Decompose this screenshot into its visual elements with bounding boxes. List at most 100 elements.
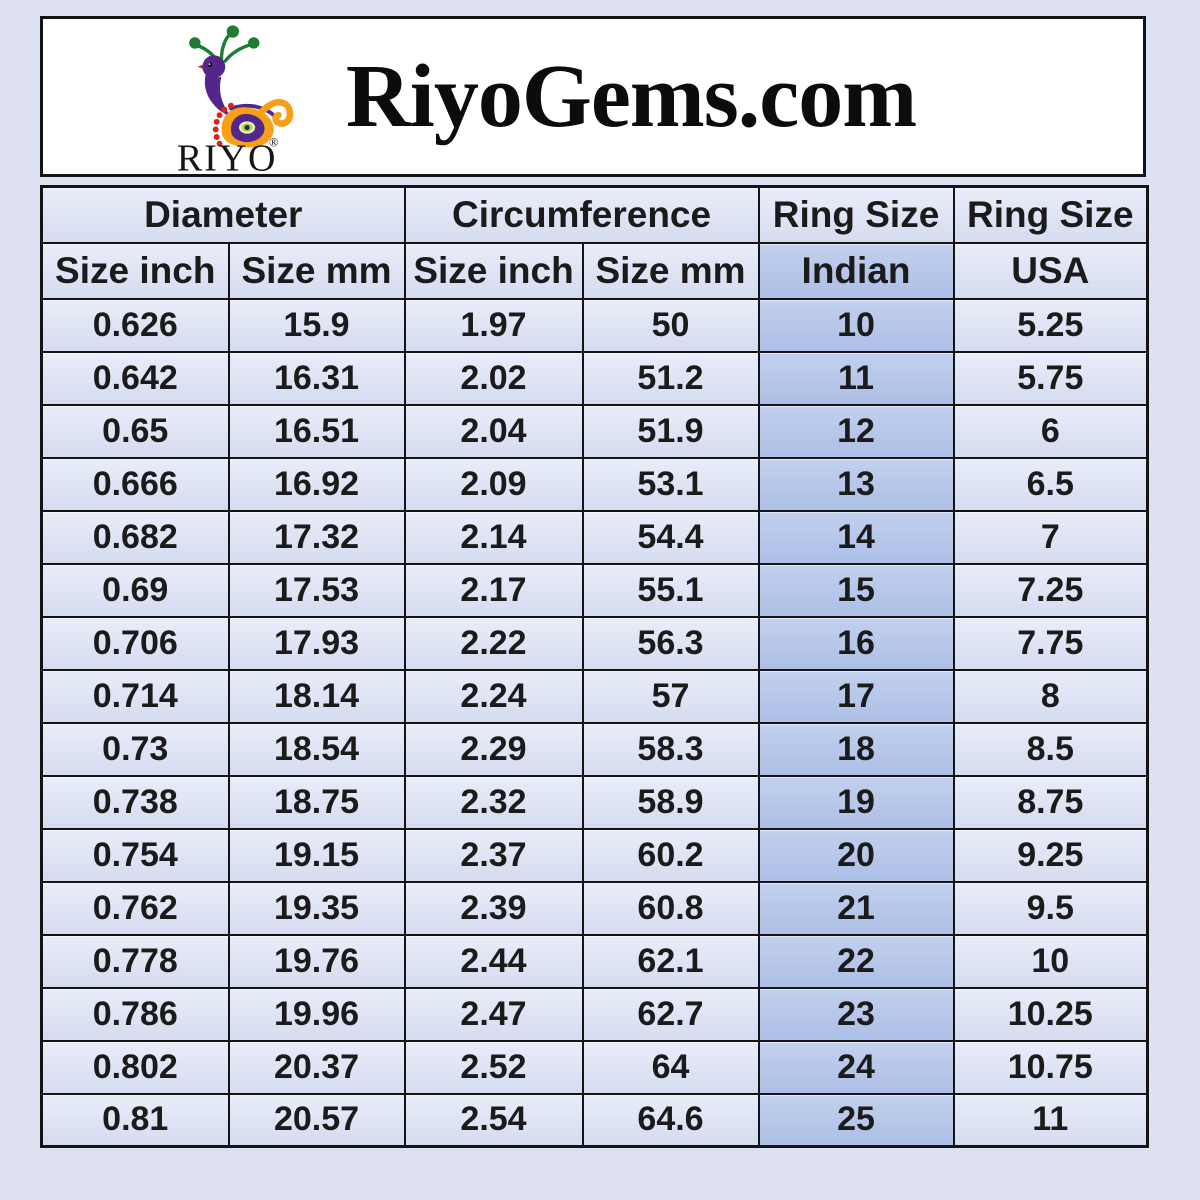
table-row: 0.682 17.32 2.14 54.4 14 7: [40, 509, 1149, 565]
table-cell: 0.682: [40, 509, 230, 565]
table-cell: 23: [757, 986, 955, 1042]
table-cell: 17: [757, 668, 955, 724]
table-cell: 2.22: [403, 615, 584, 671]
table-cell: 2.54: [403, 1092, 584, 1148]
table-cell: 54.4: [581, 509, 760, 565]
table-cell: 10: [952, 933, 1149, 989]
table-cell: 2.29: [403, 721, 584, 777]
table-cell: 25: [757, 1092, 955, 1148]
group-header-circumference: Circumference: [403, 185, 760, 244]
table-cell: 8: [952, 668, 1149, 724]
table-cell: 6.5: [952, 456, 1149, 512]
table-cell: 6: [952, 403, 1149, 459]
table-cell: 19.96: [227, 986, 406, 1042]
table-cell: 2.39: [403, 880, 584, 936]
table-cell: 21: [757, 880, 955, 936]
table-cell: 19.76: [227, 933, 406, 989]
table-cell: 57: [581, 668, 760, 724]
column-header-usa: USA: [952, 241, 1149, 300]
table-cell: 8.5: [952, 721, 1149, 777]
table-cell: 55.1: [581, 562, 760, 618]
table-cell: 7: [952, 509, 1149, 565]
table-cell: 18: [757, 721, 955, 777]
table-cell: 9.25: [952, 827, 1149, 883]
table-cell: 17.32: [227, 509, 406, 565]
table-cell: 15: [757, 562, 955, 618]
table-row: 0.754 19.15 2.37 60.2 20 9.25: [40, 827, 1149, 883]
table-cell: 2.32: [403, 774, 584, 830]
table-row: 0.642 16.31 2.02 51.2 11 5.75: [40, 350, 1149, 406]
riyo-logo: RIYO ®: [150, 23, 310, 179]
table-cell: 0.65: [40, 403, 230, 459]
registered-trademark-icon: ®: [269, 135, 278, 149]
column-header-indian: Indian: [757, 241, 955, 300]
logo-wordmark: RIYO: [177, 137, 278, 175]
table-cell: 0.754: [40, 827, 230, 883]
table-cell: 18.14: [227, 668, 406, 724]
table-cell: 50: [581, 297, 760, 353]
table-cell: 0.714: [40, 668, 230, 724]
table-row: 0.738 18.75 2.32 58.9 19 8.75: [40, 774, 1149, 830]
table-cell: 15.9: [227, 297, 406, 353]
table-cell: 0.81: [40, 1092, 230, 1148]
table-cell: 5.75: [952, 350, 1149, 406]
table-cell: 51.2: [581, 350, 760, 406]
table-cell: 10.25: [952, 986, 1149, 1042]
table-row: 0.762 19.35 2.39 60.8 21 9.5: [40, 880, 1149, 936]
table-cell: 60.8: [581, 880, 760, 936]
table-cell: 58.9: [581, 774, 760, 830]
table-cell: 16.92: [227, 456, 406, 512]
table-cell: 16.51: [227, 403, 406, 459]
table-cell: 0.626: [40, 297, 230, 353]
table-cell: 7.75: [952, 615, 1149, 671]
table-cell: 2.14: [403, 509, 584, 565]
table-cell: 51.9: [581, 403, 760, 459]
column-header-size-inch: Size inch: [403, 241, 584, 300]
table-cell: 2.37: [403, 827, 584, 883]
brand-title: RiyoGems.com: [345, 46, 917, 146]
table-cell: 18.54: [227, 721, 406, 777]
table-cell: 1.97: [403, 297, 584, 353]
group-header-diameter: Diameter: [40, 185, 406, 244]
table-cell: 62.1: [581, 933, 760, 989]
table-cell: 20.37: [227, 1039, 406, 1095]
table-cell: 0.73: [40, 721, 230, 777]
table-cell: 0.69: [40, 562, 230, 618]
table-cell: 14: [757, 509, 955, 565]
table-cell: 11: [952, 1092, 1149, 1148]
table-row: 0.802 20.37 2.52 64 24 10.75: [40, 1039, 1149, 1095]
table-cell: 9.5: [952, 880, 1149, 936]
table-cell: 11: [757, 350, 955, 406]
table-cell: 0.802: [40, 1039, 230, 1095]
table-cell: 17.53: [227, 562, 406, 618]
table-cell: 20.57: [227, 1092, 406, 1148]
table-row: 0.666 16.92 2.09 53.1 13 6.5: [40, 456, 1149, 512]
table-cell: 16.31: [227, 350, 406, 406]
table-cell: 60.2: [581, 827, 760, 883]
table-cell: 8.75: [952, 774, 1149, 830]
table-row: 0.69 17.53 2.17 55.1 15 7.25: [40, 562, 1149, 618]
table-cell: 2.24: [403, 668, 584, 724]
table-cell: 2.04: [403, 403, 584, 459]
table-row: 0.65 16.51 2.04 51.9 12 6: [40, 403, 1149, 459]
table-cell: 24: [757, 1039, 955, 1095]
table-cell: 0.706: [40, 615, 230, 671]
table-cell: 0.738: [40, 774, 230, 830]
table-cell: 19.35: [227, 880, 406, 936]
table-row: 0.778 19.76 2.44 62.1 22 10: [40, 933, 1149, 989]
table-cell: 0.666: [40, 456, 230, 512]
table-cell: 2.02: [403, 350, 584, 406]
table-cell: 0.642: [40, 350, 230, 406]
table-cell: 2.47: [403, 986, 584, 1042]
table-cell: 20: [757, 827, 955, 883]
table-row: 0.786 19.96 2.47 62.7 23 10.25: [40, 986, 1149, 1042]
table-cell: 53.1: [581, 456, 760, 512]
ring-size-table: Diameter Circumference Ring Size Ring Size …: [40, 185, 1150, 1148]
group-header-row: Diameter Circumference Ring Size Ring Size: [40, 185, 1149, 244]
header-banner: RIYO ® RiyoGems.com: [40, 16, 1146, 179]
table-cell: 64.6: [581, 1092, 760, 1148]
group-header-ring-size: Ring Size: [952, 185, 1149, 244]
table-cell: 5.25: [952, 297, 1149, 353]
table-cell: 2.44: [403, 933, 584, 989]
column-header-row: Size inch Size mm Size inch Size mm Indian US…: [40, 241, 1149, 300]
